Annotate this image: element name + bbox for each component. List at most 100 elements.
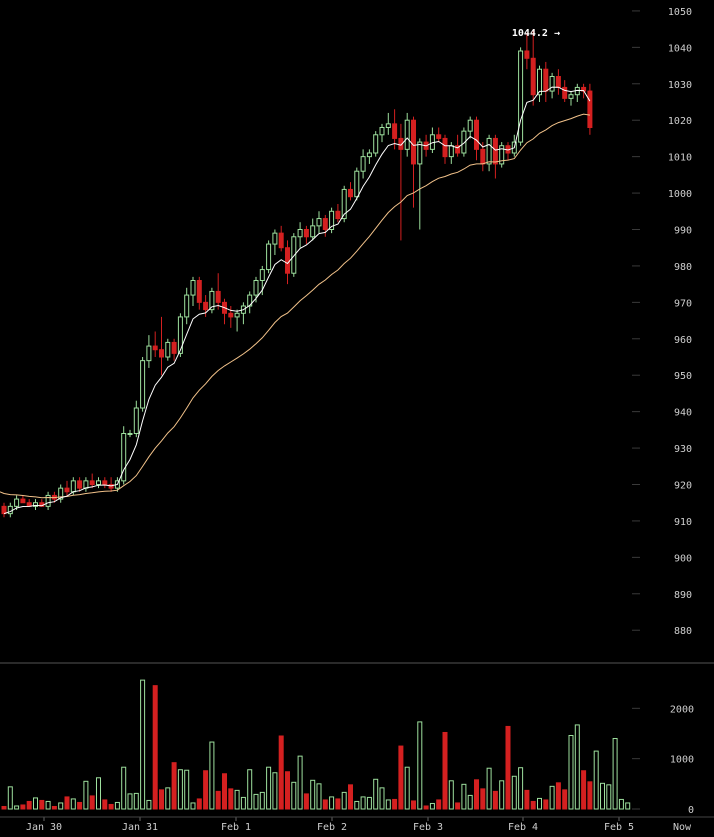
volume-bar [518, 767, 524, 810]
volume-bar [209, 741, 215, 810]
volume-bar [423, 805, 429, 810]
volume-bar [511, 775, 517, 810]
volume-bar [341, 791, 347, 810]
volume-bar [329, 796, 335, 810]
volume-bar [499, 780, 505, 810]
volume-bar [278, 735, 284, 810]
time-tick-label: Feb 5 [604, 822, 634, 833]
volume-bar [448, 780, 454, 810]
volume-bar [196, 798, 202, 810]
volume-bar [272, 772, 278, 810]
volume-bar [404, 766, 410, 810]
volume-bar [348, 784, 353, 810]
volume-bar [480, 788, 486, 810]
price-tick-label: 880 [674, 626, 692, 637]
volume-bar [455, 802, 461, 810]
price-tick-label: 960 [674, 335, 692, 346]
volume-bar [335, 798, 341, 810]
candle-body [272, 232, 278, 245]
candle-body [278, 232, 284, 249]
volume-bar [108, 803, 114, 810]
candle-body [360, 156, 366, 172]
candle-body [234, 312, 240, 318]
candle-body [266, 243, 272, 271]
volume-bar [133, 792, 139, 810]
candle-body [83, 480, 89, 489]
volume-bar [568, 734, 574, 810]
volume-bar [398, 745, 404, 810]
candle-body [568, 94, 574, 99]
candle-body [461, 130, 467, 154]
candle-body [190, 280, 196, 296]
candle-body [184, 294, 190, 318]
volume-bar [240, 796, 246, 810]
volume-bar [20, 804, 26, 810]
price-tick-label: 980 [674, 262, 692, 273]
time-tick-label: Now [673, 822, 692, 833]
time-tick-label: Jan 31 [122, 822, 158, 833]
volume-bar [385, 799, 391, 810]
candle-body [436, 134, 442, 139]
price-tick-label: 890 [674, 590, 692, 601]
volume-bar [587, 781, 593, 810]
candle-body [467, 119, 473, 132]
candle-body [310, 225, 316, 238]
candle-body [341, 188, 347, 220]
candle-body [165, 341, 171, 358]
time-tick-label: Feb 1 [221, 822, 251, 833]
candle-body [442, 137, 448, 158]
volume-bar [436, 799, 442, 810]
candle-body [89, 480, 95, 486]
volume-bar [593, 750, 599, 810]
candle-body [366, 152, 372, 158]
volume-bar [417, 721, 423, 810]
candle-body [146, 345, 152, 362]
candle-body [373, 134, 379, 154]
candle-body [480, 148, 486, 165]
volume-bar [429, 802, 435, 810]
volume-bar [625, 802, 631, 810]
candle-body [152, 345, 158, 351]
candle-body [518, 50, 524, 143]
candle-body [555, 76, 561, 88]
volume-bar [524, 789, 530, 810]
volume-bar [366, 796, 372, 810]
volume-bar [70, 798, 76, 810]
volume-bar [379, 787, 385, 810]
volume-bar [392, 798, 398, 810]
time-tick-label: Feb 2 [317, 822, 347, 833]
volume-bar [146, 799, 152, 810]
volume-bar [574, 724, 580, 810]
volume-bar [159, 789, 164, 810]
candle-body [203, 301, 209, 311]
time-axis-ticks: Jan 30 Jan 31 Feb 1 Feb 2 Feb 3 Feb 4 Feb 5 Now [26, 822, 692, 833]
candle-body [215, 290, 221, 303]
volume-bar [152, 685, 158, 810]
candle-body [70, 480, 76, 493]
volume-bar [1, 805, 7, 810]
price-tick-label: 970 [674, 298, 692, 309]
price-tick-label: 1030 [668, 80, 692, 91]
volume-bar [83, 780, 89, 810]
volume-bar [102, 799, 108, 810]
volume-axis-ticks: 0 1000 2000 [670, 704, 694, 816]
volume-bar [45, 800, 51, 810]
volume-bar [291, 781, 297, 810]
candle-body [96, 480, 101, 486]
volume-bar [354, 800, 360, 810]
candle-body [348, 188, 353, 198]
fast-moving-average-line [3, 86, 591, 515]
candle-body [587, 90, 593, 128]
volume-bar [486, 767, 492, 810]
candle-body [196, 280, 202, 303]
candle-body [322, 218, 328, 230]
candle-body [140, 360, 146, 409]
volume-bar [360, 796, 366, 810]
volume-bars [1, 679, 631, 810]
candle-body [392, 123, 398, 139]
volume-bar [297, 755, 303, 810]
volume-bar [127, 793, 133, 810]
volume-bar [77, 801, 83, 810]
volume-bar [39, 799, 45, 810]
